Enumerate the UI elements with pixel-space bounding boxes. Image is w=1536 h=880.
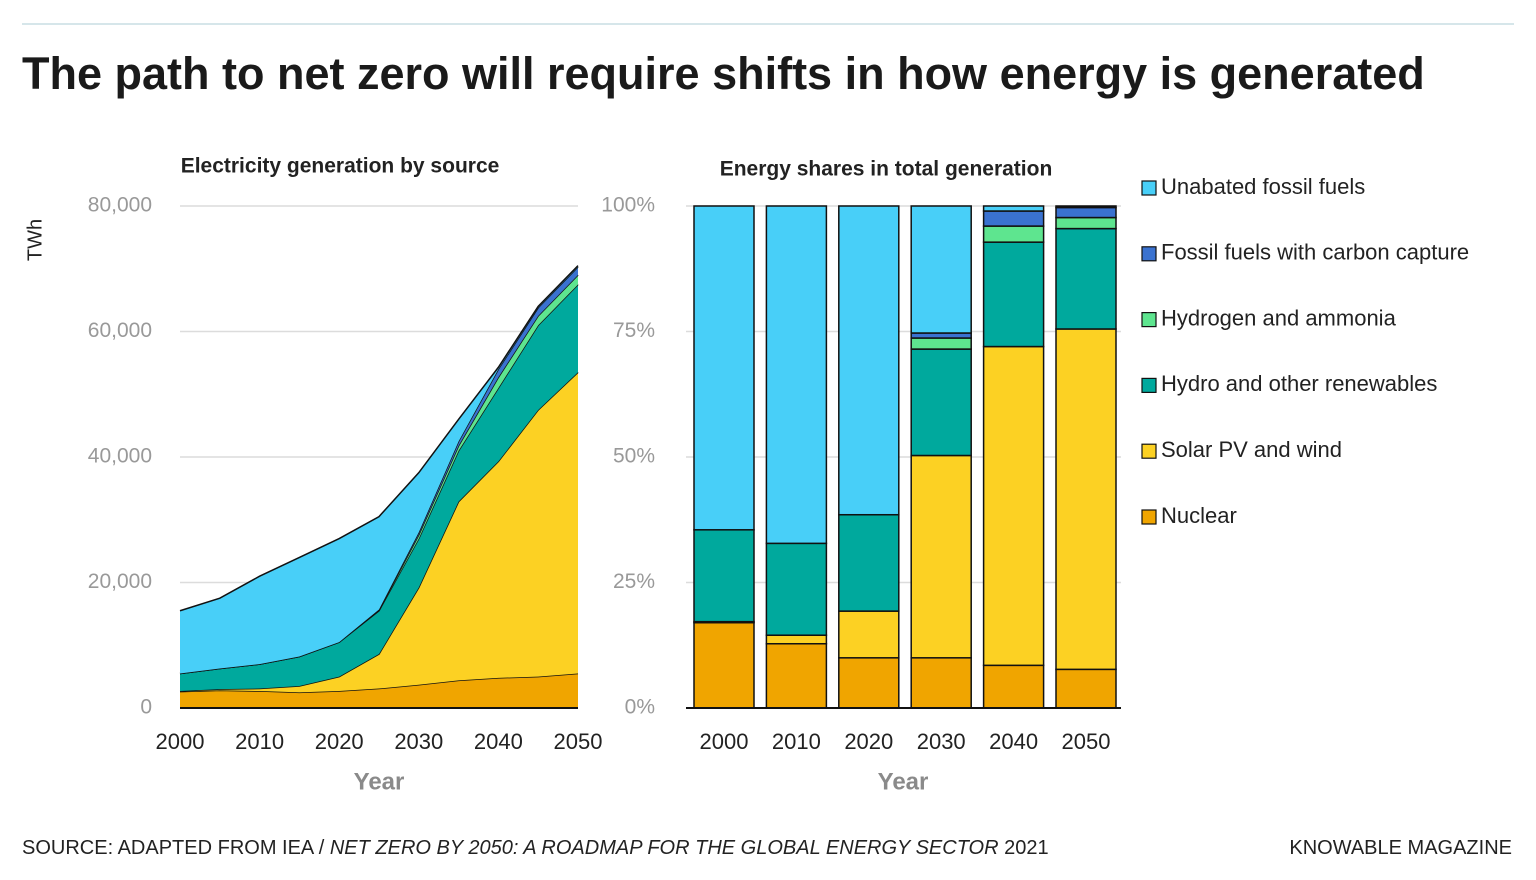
y-tick-label: 0 xyxy=(140,696,152,719)
y-tick-label: 40,000 xyxy=(88,445,152,468)
bar-segment xyxy=(982,210,1045,227)
x-tick-label: 2050 xyxy=(1062,729,1111,754)
bar-segment xyxy=(910,454,972,659)
y-tick-label: 50% xyxy=(613,445,655,468)
legend-label: Unabated fossil fuels xyxy=(1161,174,1365,199)
bar-segment xyxy=(1055,227,1117,330)
bar-segment xyxy=(910,657,972,709)
bar-segment xyxy=(982,241,1045,348)
bar-segment xyxy=(838,205,900,516)
x-axis-label: Year xyxy=(878,768,929,795)
y-tick-label: 100% xyxy=(601,194,655,217)
legend-label: Hydro and other renewables xyxy=(1161,371,1437,396)
bar-segment xyxy=(910,337,972,350)
bar-segment xyxy=(765,634,828,645)
y-tick-label: 0% xyxy=(625,696,655,719)
area xyxy=(180,673,578,708)
x-tick-label: 2030 xyxy=(394,729,443,754)
chart-title: Energy shares in total generation xyxy=(720,158,1053,181)
credit: KNOWABLE MAGAZINE xyxy=(1289,837,1512,859)
bar-segment xyxy=(838,513,900,612)
y-tick-label: 20,000 xyxy=(88,570,152,593)
y-tick-label: 80,000 xyxy=(88,194,152,217)
x-tick-label: 2000 xyxy=(156,729,205,754)
legend-swatch xyxy=(1141,509,1157,525)
source-title: NET ZERO BY 2050: A ROADMAP FOR THE GLOB… xyxy=(329,837,999,859)
bar-segment xyxy=(838,610,900,659)
bar-segment xyxy=(1055,668,1117,709)
bar-segment xyxy=(982,664,1045,709)
bar-segment xyxy=(910,348,972,457)
bar-segment xyxy=(838,657,900,709)
y-tick-label: 25% xyxy=(613,570,655,593)
area-edge xyxy=(179,265,579,612)
bar-segment xyxy=(1055,206,1117,219)
legend-swatch xyxy=(1141,312,1157,328)
source-text: 2021 xyxy=(998,837,1049,859)
bar-segment xyxy=(1055,328,1117,671)
top-rule xyxy=(22,23,1514,25)
x-tick-label: 2020 xyxy=(844,729,893,754)
area xyxy=(180,265,578,674)
area xyxy=(180,372,578,693)
bar-segment xyxy=(765,205,828,545)
legend-swatch xyxy=(1141,377,1157,393)
bar-segment xyxy=(1055,205,1117,209)
x-tick-label: 2010 xyxy=(772,729,821,754)
bar-segment xyxy=(765,642,828,709)
bar-segment xyxy=(765,542,828,636)
legend-label: Hydrogen and ammonia xyxy=(1161,305,1397,330)
x-tick-label: 2040 xyxy=(989,729,1038,754)
y-axis-label: TWh xyxy=(24,219,46,261)
bar-segment xyxy=(982,225,1045,243)
x-axis-label: Year xyxy=(354,768,405,795)
bar-segment xyxy=(982,205,1045,212)
page-title: The path to net zero will require shifts… xyxy=(22,48,1425,99)
bar-segment xyxy=(693,529,755,623)
bar-segment xyxy=(693,205,755,531)
legend-swatch xyxy=(1141,180,1157,196)
bar-segment xyxy=(693,621,755,709)
x-tick-label: 2040 xyxy=(474,729,523,754)
bar-segment xyxy=(910,332,972,339)
x-tick-label: 2000 xyxy=(700,729,749,754)
source: SOURCE: ADAPTED FROM IEA / NET ZERO BY 2… xyxy=(22,837,1049,860)
chart-title: Electricity generation by source xyxy=(181,155,500,178)
x-tick-label: 2050 xyxy=(554,729,603,754)
legend-label: Nuclear xyxy=(1161,503,1237,528)
y-tick-label: 75% xyxy=(613,319,655,342)
x-tick-label: 2020 xyxy=(315,729,364,754)
bar-segment xyxy=(910,205,972,334)
legend-swatch xyxy=(1141,443,1157,459)
x-tick-label: 2030 xyxy=(917,729,966,754)
legend-swatch xyxy=(1141,246,1157,262)
source-text: SOURCE: ADAPTED FROM IEA / xyxy=(22,837,330,859)
bar-segment xyxy=(1055,216,1117,230)
x-tick-label: 2010 xyxy=(235,729,284,754)
legend-label: Solar PV and wind xyxy=(1161,437,1342,462)
y-tick-label: 60,000 xyxy=(88,319,152,342)
bar-segment xyxy=(982,345,1045,667)
legend-label: Fossil fuels with carbon capture xyxy=(1161,240,1469,265)
